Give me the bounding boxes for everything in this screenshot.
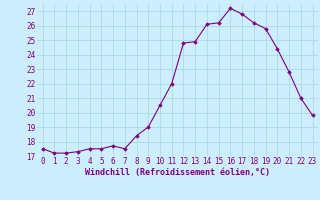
X-axis label: Windchill (Refroidissement éolien,°C): Windchill (Refroidissement éolien,°C) — [85, 168, 270, 177]
